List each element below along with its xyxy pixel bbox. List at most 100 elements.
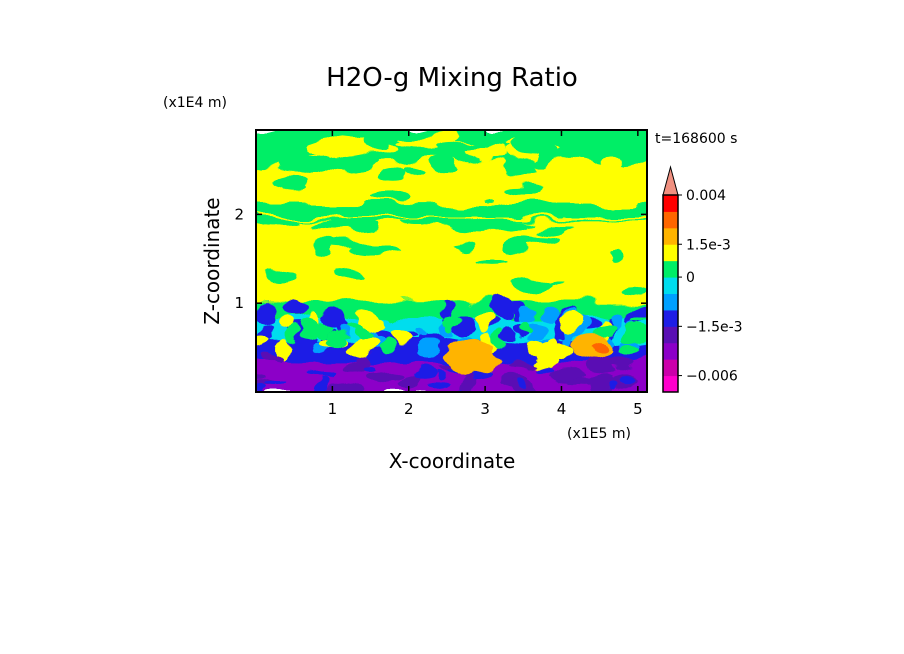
colorbar-swatch [663,244,678,262]
low-blue-blob [256,300,276,326]
mid-green-blob [545,279,565,286]
low-green-blob [284,330,298,341]
low-yellow-blob [256,336,267,347]
surface-purple-blob [506,360,540,367]
colorbar-extend-triangle [662,165,679,196]
x-tick-label: 5 [633,400,643,418]
mid-green-streak [537,227,576,236]
low-yellow-blob [525,338,540,357]
low-green-blob [632,318,647,326]
mid-green-blob [475,258,505,264]
surface-blue-blob [256,383,266,392]
x-tick-label: 1 [328,400,338,418]
low-green-blob [522,318,532,333]
low-lightblue-blob [519,308,540,321]
thin-layer-line [256,217,647,220]
surface-blue-blob [434,370,443,381]
surface-purple-blob [272,355,286,366]
low-green-blob [376,340,393,357]
surface-blue-blob [430,382,451,388]
colorbar-swatch [663,375,678,393]
low-blue-blob [282,298,309,319]
colorbar-swatch [663,293,678,311]
upper-green-streak [406,164,426,175]
surface-purple-blob [550,366,585,383]
surface-blue-blob [318,376,329,390]
surface-purple-blob [256,369,269,377]
x-tick-label: 4 [557,400,567,418]
low-blue-blob [504,328,518,340]
x-axis-title: X-coordinate [389,449,516,473]
low-yellow-blob [276,317,294,333]
low-lightblue-blob [417,339,441,354]
surface-purple-blob [342,363,369,376]
mid-green-blob [364,242,401,255]
surface-purple-blob [369,372,389,386]
upper-green-streak [505,161,536,177]
surface-purple-blob [588,373,615,392]
low-green-blob [299,322,320,340]
upper-yellow-streak [542,179,591,190]
contour-field [256,130,647,392]
colorbar: 0.004 1.5e-3 0 −1.5e-3 −0.006 [662,165,743,393]
upper-yellow-streak [399,134,440,142]
colorbar-swatch [663,359,678,377]
low-yellow-blob [391,327,411,349]
x-multiplier-label: (x1E5 m) [567,426,631,442]
low-yellow-blob [548,339,561,350]
upper-yellow-streak [599,150,622,167]
y-tick-label: 2 [234,205,244,223]
surface-blue-blob [410,369,433,379]
upper-green-streak [431,158,455,176]
upper-green-streak [282,184,306,193]
upper-yellow-streak [608,162,647,173]
surface-blue-blob [620,376,637,385]
surface-purple-blob [262,354,277,364]
upper-green-streak [315,162,368,173]
low-green-blob [600,325,615,334]
low-green-blob [354,328,371,340]
low-yellow-blob [555,343,575,359]
colorbar-swatch [663,260,678,278]
colorbar-frame [662,194,679,393]
surface-purple-blob [586,356,612,374]
colorbar-label: −0.006 [686,369,738,385]
mid-green-blob [338,270,366,281]
colorbar-swatch [663,211,678,229]
surface-blue-blob [264,378,286,386]
colorbar-swatch [663,309,678,327]
time-label: t=168600 s [655,131,737,147]
mid-green-blob [325,242,362,250]
y-multiplier-label: (x1E4 m) [163,95,227,111]
y-tick-label: 1 [234,294,244,312]
mid-green-streak [454,220,538,227]
low-yellow-blob [533,343,559,368]
low-green-blob [316,325,331,338]
orange-patch-2-core [593,341,614,354]
low-yellow-blob [349,336,376,356]
upper-green-streak [435,140,482,151]
low-yellow-blob [559,312,581,334]
colorbar-swatch [663,227,678,245]
colorbar-swatch [663,277,678,294]
mid-green-blob [624,288,647,297]
orange-patch-1b [450,356,475,375]
surface-blue-blob [364,364,381,372]
low-green-blob [440,313,461,330]
low-green-blob [632,326,647,339]
y-ticks: 12 [234,205,647,312]
low-lightblue-blob [526,322,547,339]
plot-frame [255,129,648,393]
upper-yellow-streak [347,174,389,185]
mid-green-blob [311,239,335,254]
chart-title: H2O-g Mixing Ratio [326,63,578,93]
upper-yellow-streak [328,184,381,192]
x-ticks: 1 2 3 4 5 [328,130,643,418]
mid-green-blob [264,269,297,284]
surface-blue-blob [608,380,619,387]
colorbar-label: 1.5e-3 [686,237,731,253]
upper-green-streak [275,155,329,171]
low-lightblue-blob [416,328,426,337]
surface-blue-blob [460,384,470,391]
